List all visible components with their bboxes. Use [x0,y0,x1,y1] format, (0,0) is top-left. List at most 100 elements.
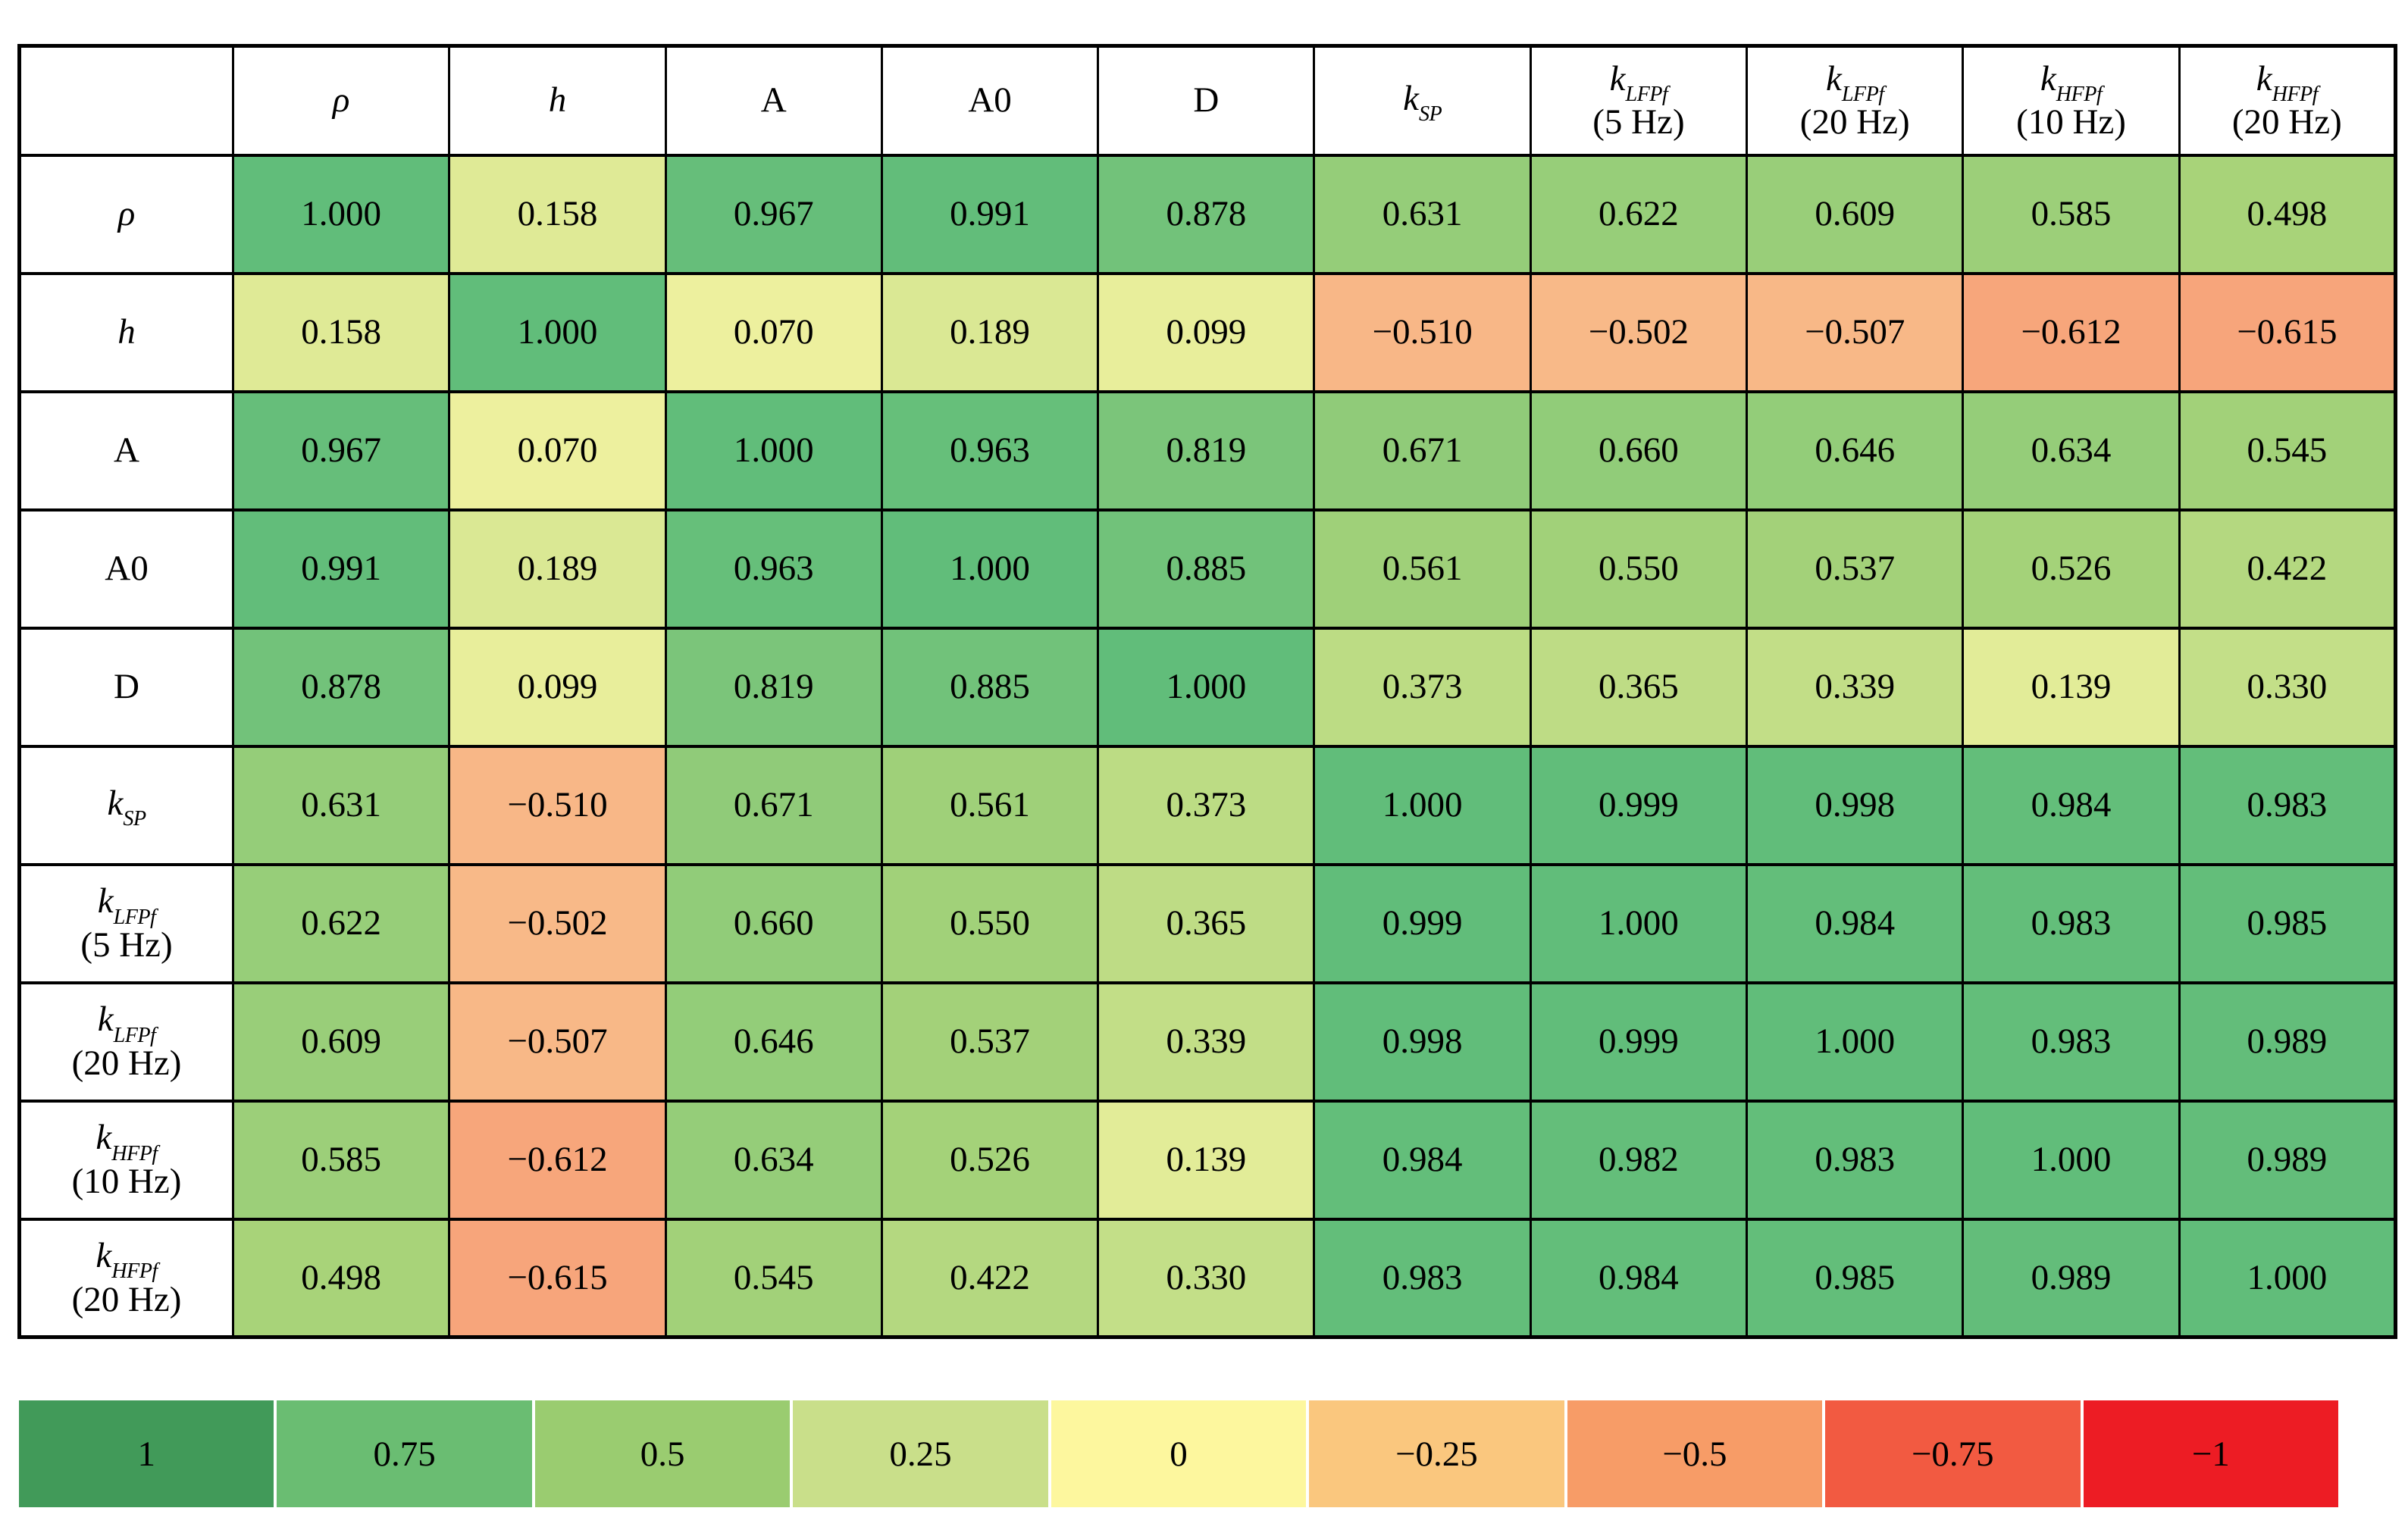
col-header-A0: A0 [880,44,1100,157]
matrix-cell-k-LFPf-5-k-HFPf-10: 0.983 [1962,862,2181,984]
matrix-cell-A0-k-HFPf-10: 0.526 [1962,508,2181,630]
matrix-cell-k-LFPf-5-k-LFPf-5: 1.000 [1529,862,1749,984]
matrix-cell-A-k-SP: 0.671 [1313,390,1532,512]
matrix-cell-k-HFPf-10-k-HFPf-10: 1.000 [1962,1099,2181,1221]
matrix-row-A: A 0.967 0.070 1.000 0.963 0.819 0.671 0.660 0.64… [18,390,2397,512]
matrix-cell-k-LFPf-5-k-SP: 0.999 [1313,862,1532,984]
matrix-cell-k-HFPf-20-A: 0.545 [664,1217,883,1339]
variable-symbol: A0 [105,549,149,589]
row-header-label-line1: h [21,312,232,352]
legend-label: −1 [2191,1434,2230,1474]
variable-symbol: D [114,667,139,707]
col-header-label-frequency: (20 Hz) [1799,102,1910,142]
row-header-D: D [18,626,234,748]
matrix-row-k-HFPf-10: kHFPf (10 Hz) 0.585 −0.612 0.634 0.526 0.139 0.… [18,1099,2397,1221]
col-header-label-frequency: (10 Hz) [2016,102,2126,142]
variable-symbol: D [1193,80,1220,120]
matrix-cell-rho-k-LFPf-5: 0.622 [1529,153,1749,275]
variable-symbol: k [1609,58,1626,99]
col-header-label-line1: ρ [234,80,448,120]
matrix-row-h: h 0.158 1.000 0.070 0.189 0.099 −0.510 −0.502 −0… [18,271,2397,393]
row-header-k-LFPf-20: kLFPf (20 Hz) [18,981,234,1103]
matrix-cell-k-HFPf-20-D: 0.330 [1097,1217,1316,1339]
legend-cell-neg0.5: −0.5 [1567,1400,1823,1507]
col-header-label-frequency: (5 Hz) [1592,102,1685,142]
matrix-cell-A0-k-LFPf-5: 0.550 [1529,508,1749,630]
matrix-cell-h-D: 0.099 [1097,271,1316,393]
variable-subscript: HFPf [111,1259,158,1284]
matrix-cell-k-LFPf-20-A0: 0.537 [880,981,1100,1103]
col-header-label-line1: kSP [1315,78,1529,125]
col-header-label-line1: kHFPf [2181,58,2394,105]
row-header-label-frequency: (10 Hz) [71,1161,182,1201]
legend-label: 0.5 [640,1434,685,1474]
matrix-cell-A-k-HFPf-20: 0.545 [2178,390,2397,512]
legend-cell-0.75: 0.75 [277,1400,532,1507]
matrix-cell-h-A: 0.070 [664,271,883,393]
variable-symbol: k [96,1118,112,1158]
col-header-h: h [448,44,667,157]
variable-symbol: ρ [117,194,136,234]
matrix-cell-A0-h: 0.189 [448,508,667,630]
matrix-cell-k-SP-A0: 0.561 [880,744,1100,866]
matrix-row-D: D 0.878 0.099 0.819 0.885 1.000 0.373 0.365 0.33… [18,626,2397,748]
matrix-cell-A0-A: 0.963 [664,508,883,630]
matrix-cell-h-k-HFPf-10: −0.612 [1962,271,2181,393]
matrix-cell-A-k-LFPf-20: 0.646 [1746,390,1965,512]
row-header-label-line1: kSP [21,784,232,830]
matrix-cell-A-A0: 0.963 [880,390,1100,512]
variable-symbol: k [97,1000,114,1040]
matrix-cell-k-HFPf-20-k-HFPf-20: 1.000 [2178,1217,2397,1339]
matrix-cell-rho-A: 0.967 [664,153,883,275]
col-header-label-line1: D [1099,80,1313,120]
variable-symbol: k [1403,78,1419,118]
legend-label: 0.75 [373,1434,436,1474]
matrix-cell-k-LFPf-20-k-HFPf-20: 0.989 [2178,981,2397,1103]
color-scale-legend: 1 0.75 0.5 0.25 0 −0.25 −0.5 −0.75 −1 [19,1400,2338,1507]
matrix-cell-k-SP-D: 0.373 [1097,744,1316,866]
matrix-cell-D-k-SP: 0.373 [1313,626,1532,748]
variable-symbol: k [97,881,114,921]
matrix-cell-k-HFPf-20-k-LFPf-20: 0.985 [1746,1217,1965,1339]
variable-subscript: LFPf [113,1023,156,1047]
matrix-cell-A0-k-HFPf-20: 0.422 [2178,508,2397,630]
matrix-cell-D-A: 0.819 [664,626,883,748]
row-header-k-HFPf-10: kHFPf (10 Hz) [18,1099,234,1221]
variable-subscript: LFPf [1841,82,1884,106]
matrix-cell-h-A0: 0.189 [880,271,1100,393]
variable-subscript: HFPf [111,1141,158,1165]
matrix-cell-k-LFPf-20-k-SP: 0.998 [1313,981,1532,1103]
row-header-label-line1: ρ [21,194,232,234]
legend-label: −0.25 [1395,1434,1478,1474]
variable-symbol: k [2256,58,2272,99]
matrix-cell-k-HFPf-10-k-LFPf-5: 0.982 [1529,1099,1749,1221]
col-header-k-LFPf-5: kLFPf (5 Hz) [1529,44,1749,157]
matrix-cell-k-SP-k-SP: 1.000 [1313,744,1532,866]
variable-subscript: HFPf [2056,82,2103,106]
matrix-cell-k-HFPf-20-rho: 0.498 [231,1217,451,1339]
matrix-cell-rho-D: 0.878 [1097,153,1316,275]
col-header-k-LFPf-20: kLFPf (20 Hz) [1746,44,1965,157]
col-header-k-HFPf-20: kHFPf (20 Hz) [2178,44,2397,157]
legend-label: 1 [137,1434,155,1474]
legend-label: −0.5 [1662,1434,1727,1474]
matrix-cell-rho-k-LFPf-20: 0.609 [1746,153,1965,275]
col-header-label-line1: A0 [883,80,1097,120]
matrix-cell-D-rho: 0.878 [231,626,451,748]
col-header-A: A [664,44,883,157]
row-header-label-frequency: (5 Hz) [80,924,173,965]
matrix-cell-k-SP-rho: 0.631 [231,744,451,866]
matrix-cell-A-k-LFPf-5: 0.660 [1529,390,1749,512]
matrix-cell-k-HFPf-10-A0: 0.526 [880,1099,1100,1221]
matrix-cell-D-h: 0.099 [448,626,667,748]
matrix-row-k-LFPf-5: kLFPf (5 Hz) 0.622 −0.502 0.660 0.550 0.365 0.9… [18,862,2397,984]
matrix-cell-k-HFPf-20-k-HFPf-10: 0.989 [1962,1217,2181,1339]
variable-subscript: LFPf [113,905,156,929]
matrix-cell-D-k-LFPf-20: 0.339 [1746,626,1965,748]
col-header-k-SP: kSP [1313,44,1532,157]
variable-symbol: h [548,80,567,120]
matrix-row-k-SP: kSP 0.631 −0.510 0.671 0.561 0.373 1.000 0.999 0… [18,744,2397,866]
matrix-cell-k-HFPf-20-k-SP: 0.983 [1313,1217,1532,1339]
matrix-cell-D-k-HFPf-10: 0.139 [1962,626,2181,748]
